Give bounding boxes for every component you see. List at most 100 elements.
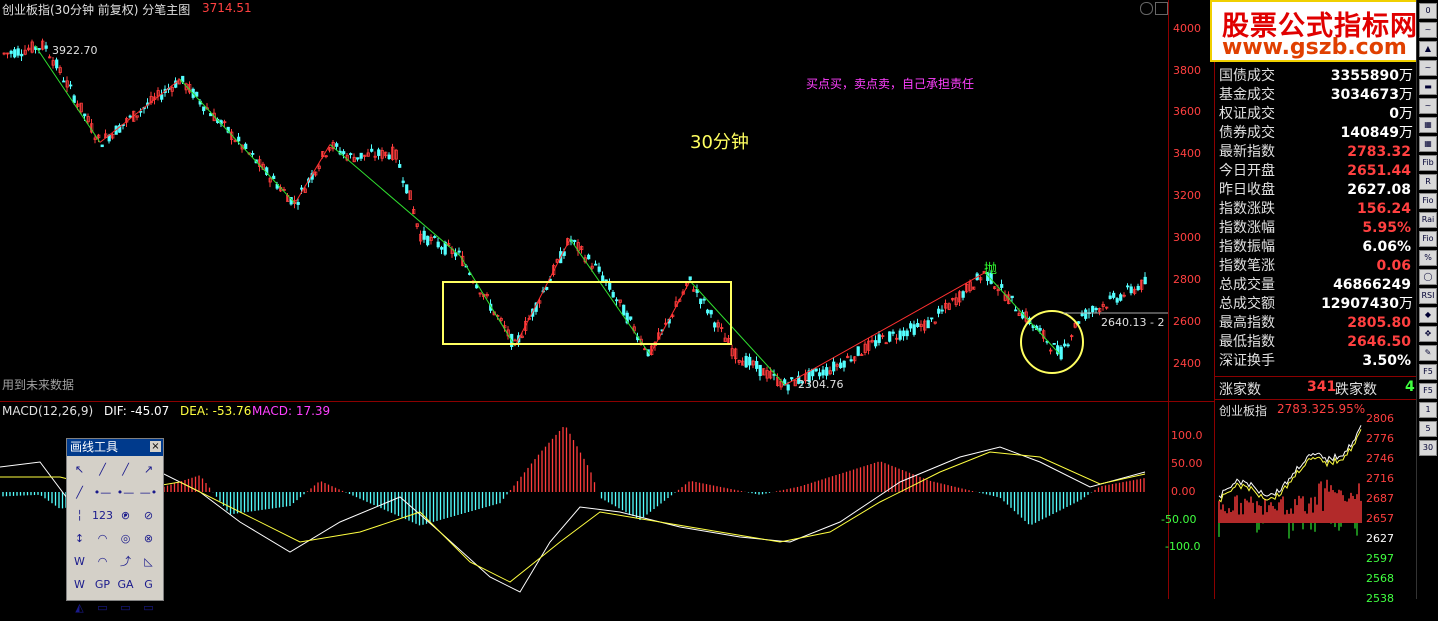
stat-row: 权证成交 0 万 [1219, 106, 1413, 122]
close-icon[interactable]: × [150, 441, 161, 452]
toolbar-button[interactable]: F5 [1419, 383, 1437, 399]
toolbar-button[interactable]: ◆ [1419, 307, 1437, 323]
candle-body [6, 52, 10, 55]
toolbar-button[interactable]: Fio [1419, 231, 1437, 247]
draw-tool-button[interactable]: •—• [116, 486, 135, 522]
draw-tool-button[interactable]: ◭ [75, 601, 84, 614]
stat-row: 今日开盘 2651.44 [1219, 162, 1415, 181]
candle-body [387, 154, 391, 160]
drawing-tools-palette[interactable]: 画线工具 × ↖ ╱ ╱ ↗ ╱ •— •—• —• ╎ 123 ⊘ ⊘ ↕ ◠ ◎ ⊗ W ◠ ⤴ ◺ W GP GA G ◭… [66, 438, 164, 614]
candle-body [611, 291, 615, 298]
candle-body [706, 309, 710, 314]
palette-header[interactable]: 画线工具 × [67, 439, 163, 456]
candle-body [93, 137, 97, 140]
toolbar-button[interactable]: ▬ [1419, 79, 1437, 95]
dif-line [0, 446, 1146, 593]
candle-body [202, 106, 206, 112]
draw-tool-button[interactable]: ◠ [97, 532, 108, 545]
candle-body [821, 369, 825, 376]
settings-icon[interactable] [1140, 2, 1153, 15]
draw-tool-button[interactable]: ⊗ [143, 532, 154, 545]
draw-tool-button[interactable]: ◺ [144, 555, 153, 568]
stat-row: 总成交量 46866249 [1219, 276, 1415, 295]
draw-tool-button[interactable]: 123 [92, 509, 113, 522]
toolbar-button[interactable]: F5 [1419, 364, 1437, 380]
draw-tool-button[interactable]: ⤴ [120, 555, 131, 568]
toolbar-button[interactable]: 0 [1419, 3, 1437, 19]
stat-row: 最高指数 2805.80 [1219, 314, 1415, 333]
candle-body [608, 282, 612, 290]
toolbar-button[interactable]: RSI [1419, 288, 1437, 304]
toolbar-button[interactable]: R [1419, 174, 1437, 190]
toolbar-button[interactable]: Fib [1419, 155, 1437, 171]
stat-row: 国债成交 3355890 万 [1219, 68, 1413, 84]
candle-body [940, 309, 944, 312]
draw-tool-button[interactable]: ◎ [120, 532, 131, 545]
toolbar-button[interactable]: 30 [1419, 440, 1437, 456]
draw-tool-button[interactable]: ╱ [76, 486, 83, 499]
candle-body [27, 47, 31, 51]
candle-body [380, 149, 384, 159]
candle-body [268, 177, 272, 183]
candle-body [2, 52, 6, 55]
candle-body [457, 250, 461, 253]
stat-row: 最低指数 2646.50 [1219, 333, 1415, 352]
dif-value: DIF: -45.07 [104, 404, 170, 418]
draw-tool-button[interactable]: GA [117, 578, 134, 591]
draw-tool-button[interactable]: ╎ [76, 509, 83, 522]
toolbar-button[interactable]: Fio [1419, 193, 1437, 209]
draw-tool-button[interactable]: ⊘ [143, 509, 154, 522]
draw-tool-button[interactable]: ◠ [97, 555, 108, 568]
toolbar-button[interactable]: ▦ [1419, 117, 1437, 133]
stat-label: 今日开盘 [1219, 163, 1275, 179]
macd-chart[interactable] [0, 402, 1168, 599]
up-count-value: 341 [1307, 379, 1337, 395]
draw-tool-button[interactable]: •— [93, 486, 112, 499]
draw-tool-button[interactable]: ▭ [97, 601, 108, 614]
candle-body [594, 263, 598, 266]
toolbar-button[interactable]: 5 [1419, 421, 1437, 437]
draw-tool-button[interactable]: ↖ [74, 463, 85, 476]
draw-tool-button[interactable]: ╱ [122, 463, 129, 476]
toolbar-button[interactable]: ~ [1419, 98, 1437, 114]
toolbar-button[interactable]: ▲ [1419, 41, 1437, 57]
toolbar-button[interactable]: % [1419, 250, 1437, 266]
stat-label: 总成交额 [1219, 296, 1275, 312]
candle-body [513, 339, 517, 342]
draw-tool-button[interactable]: ⊘ [120, 509, 131, 522]
draw-tool-button[interactable]: ╱ [99, 463, 106, 476]
sell-signal-label: 抛 [984, 262, 998, 277]
candle-body [296, 202, 300, 205]
draw-tool-button[interactable]: ↗ [143, 463, 154, 476]
zigzag-line [294, 144, 331, 204]
candle-body [135, 115, 139, 118]
candle-body [443, 241, 447, 255]
draw-tool-button[interactable]: ▭ [143, 601, 154, 614]
toolbar-button[interactable]: ✎ [1419, 345, 1437, 361]
draw-tool-button[interactable]: GP [94, 578, 111, 591]
toolbar-button[interactable]: ▦ [1419, 136, 1437, 152]
candle-body [818, 372, 822, 377]
high-price-label: 3922.70 [52, 44, 98, 57]
candle-body [429, 236, 433, 241]
toolbar-button[interactable]: ◯ [1419, 269, 1437, 285]
draw-tool-button[interactable]: ↕ [74, 532, 85, 545]
draw-tool-button[interactable]: W [74, 578, 85, 591]
toolbar-button[interactable]: ✥ [1419, 326, 1437, 342]
toolbar-button[interactable]: 1 [1419, 402, 1437, 418]
toolbar-button[interactable]: Rai [1419, 212, 1437, 228]
macd-axis-tick: 50.00 [1171, 457, 1203, 470]
candle-body [1122, 294, 1126, 297]
toolbar-button[interactable]: ~ [1419, 60, 1437, 76]
toolbar-button[interactable]: ~ [1419, 22, 1437, 38]
stat-value: 156.24 [1356, 201, 1411, 217]
draw-tool-button[interactable]: G [144, 578, 153, 591]
close-chart-icon[interactable] [1155, 2, 1168, 15]
main-price-chart[interactable] [0, 0, 1168, 400]
draw-tool-button[interactable]: ▭ [120, 601, 131, 614]
draw-tool-button[interactable]: —• [139, 486, 158, 499]
candle-body [314, 171, 318, 176]
candle-body [209, 113, 213, 117]
candle-body [765, 370, 769, 379]
draw-tool-button[interactable]: W [74, 555, 85, 568]
